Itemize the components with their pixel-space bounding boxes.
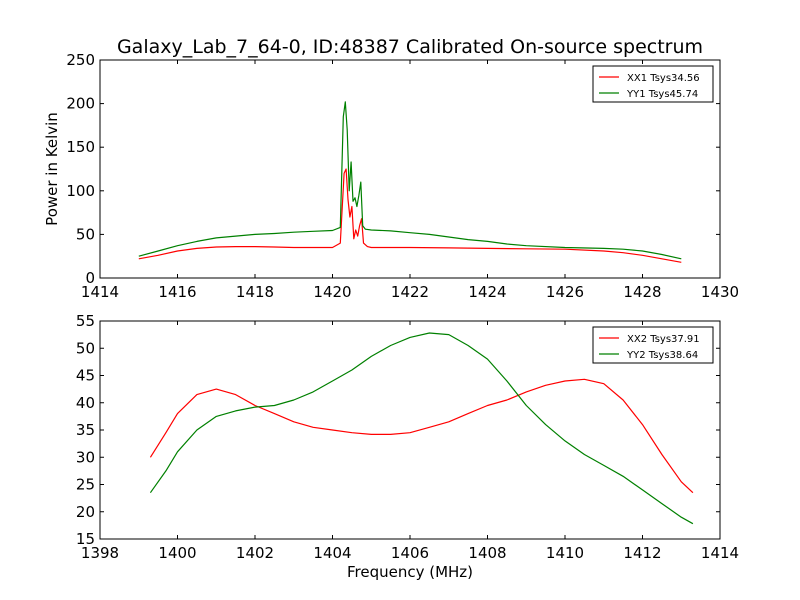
x-tick-label: 1418	[236, 283, 274, 301]
legend: XX2 Tsys37.91 YY2 Tsys38.64	[592, 326, 714, 364]
x-tick-label: 1422	[391, 283, 429, 301]
legend: XX1 Tsys34.56 YY1 Tsys45.74	[592, 65, 714, 103]
x-tick-label: 1428	[623, 283, 661, 301]
x-tick-label: 1404	[313, 544, 351, 562]
y-tick-label: 20	[76, 503, 95, 521]
x-tick-label: 1414	[81, 283, 119, 301]
y-tick-label: 250	[66, 51, 95, 69]
series-line-1	[149, 378, 694, 494]
y-tick-label: 35	[76, 421, 95, 439]
x-tick-label: 1424	[468, 283, 506, 301]
x-tick-label: 1402	[236, 544, 274, 562]
bottom-panel-frequency: 1398 1400 1402 1404 1406 1408 1410 1412 1414 15 20…	[76, 312, 739, 581]
legend-entry-label: YY1 Tsys45.74	[626, 89, 698, 100]
y-tick-label: 55	[76, 312, 95, 330]
y-tick-label: 25	[76, 476, 95, 494]
x-tick-label: 1410	[546, 544, 584, 562]
x-tick-label: 1430	[701, 283, 739, 301]
y-tick-label: 45	[76, 367, 95, 385]
x-tick-label: 1420	[313, 283, 351, 301]
y-axis-label: Power in Kelvin	[43, 112, 61, 226]
y-tick-label: 40	[76, 394, 95, 412]
y-tick-label: 150	[66, 138, 95, 156]
y-tick-label: 30	[76, 448, 95, 466]
legend-entry-label: XX2 Tsys37.91	[627, 334, 700, 345]
figure-title: Galaxy_Lab_7_64-0, ID:48387 Calibrated O…	[117, 36, 703, 58]
y-tick-label: 0	[85, 269, 95, 287]
x-tick-label: 1400	[158, 544, 196, 562]
y-tick-label: 200	[66, 95, 95, 113]
legend-box	[592, 326, 714, 364]
x-axis-label: Frequency (MHz)	[347, 563, 473, 581]
series-line-2	[138, 101, 682, 260]
y-tick-label: 100	[66, 182, 95, 200]
x-tick-label: 1416	[158, 283, 196, 301]
y-tick-label: 50	[76, 225, 95, 243]
x-tick-label: 1412	[623, 544, 661, 562]
legend-entry-label: YY2 Tsys38.64	[626, 350, 698, 361]
y-tick-label: 15	[76, 530, 95, 548]
x-tick-label: 1414	[701, 544, 739, 562]
x-tick-label: 1426	[546, 283, 584, 301]
legend-entry-label: XX1 Tsys34.56	[627, 73, 700, 84]
legend-box	[592, 65, 714, 103]
x-tick-label: 1398	[81, 544, 119, 562]
top-panel-power: 1414 1416 1418 1420 1422 1424 1426 1428 1430 0 50 1…	[43, 51, 739, 301]
x-tick-label: 1408	[468, 544, 506, 562]
series-line-2	[149, 332, 694, 525]
series-line-1	[138, 168, 682, 263]
x-tick-label: 1406	[391, 544, 429, 562]
y-tick-label: 50	[76, 339, 95, 357]
